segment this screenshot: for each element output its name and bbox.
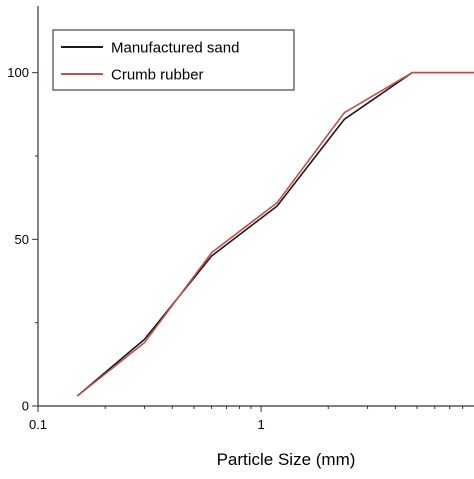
plot-area (76, 71, 474, 397)
y-tick-label: 100 (7, 65, 29, 80)
legend-label-2: Crumb rubber (111, 67, 204, 84)
series-line-2 (76, 71, 474, 397)
x-tick-label: 0.1 (29, 417, 47, 432)
legend-label-1: Manufactured sand (111, 40, 239, 57)
x-axis-title: Particle Size (mm) (217, 450, 356, 469)
y-tick-label: 50 (15, 232, 29, 247)
axes: 0 50 100 0.1 1 (7, 6, 474, 432)
legend-box (52, 29, 295, 91)
y-tick-label: 0 (22, 399, 29, 414)
legend: Manufactured sand Crumb rubber (52, 29, 295, 91)
x-tick-label: 1 (257, 417, 264, 432)
